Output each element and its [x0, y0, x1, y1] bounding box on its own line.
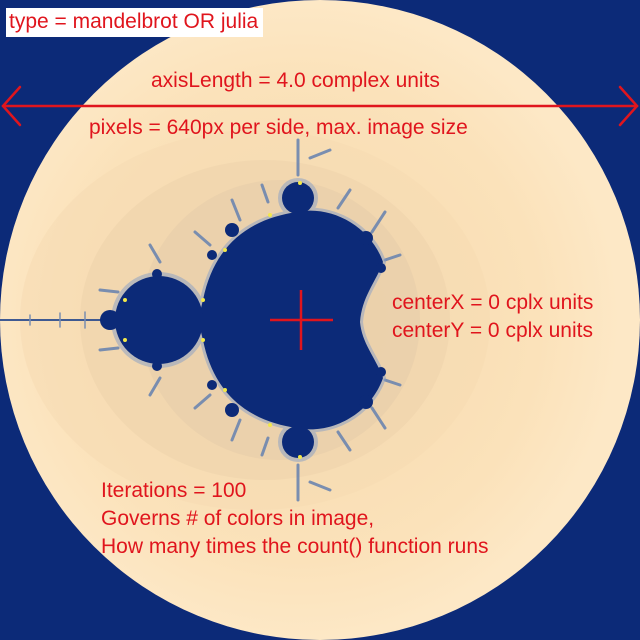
edge-highlights	[123, 181, 302, 459]
left-mini-bulb	[100, 310, 120, 330]
axis-length-label: axisLength = 4.0 complex units	[151, 69, 440, 92]
top-bulb	[282, 182, 314, 214]
type-label: type = mandelbrot OR julia	[6, 8, 264, 37]
center-crosshair	[270, 290, 333, 350]
bottom-bulb	[282, 426, 314, 458]
center-y-label: centerY = 0 cplx units	[392, 319, 593, 342]
period-2-bulb	[115, 276, 203, 364]
iterations-label: Iterations = 100	[101, 479, 247, 502]
set-fringe	[0, 138, 402, 502]
iterations-note-colors: Governs # of colors in image,	[101, 507, 375, 530]
center-x-label: centerX = 0 cplx units	[392, 291, 594, 314]
iterations-note-count: How many times the count() function runs	[101, 535, 489, 558]
axis-length-arrow	[1, 85, 639, 127]
pixels-label: pixels = 640px per side, max. image size	[89, 116, 468, 139]
